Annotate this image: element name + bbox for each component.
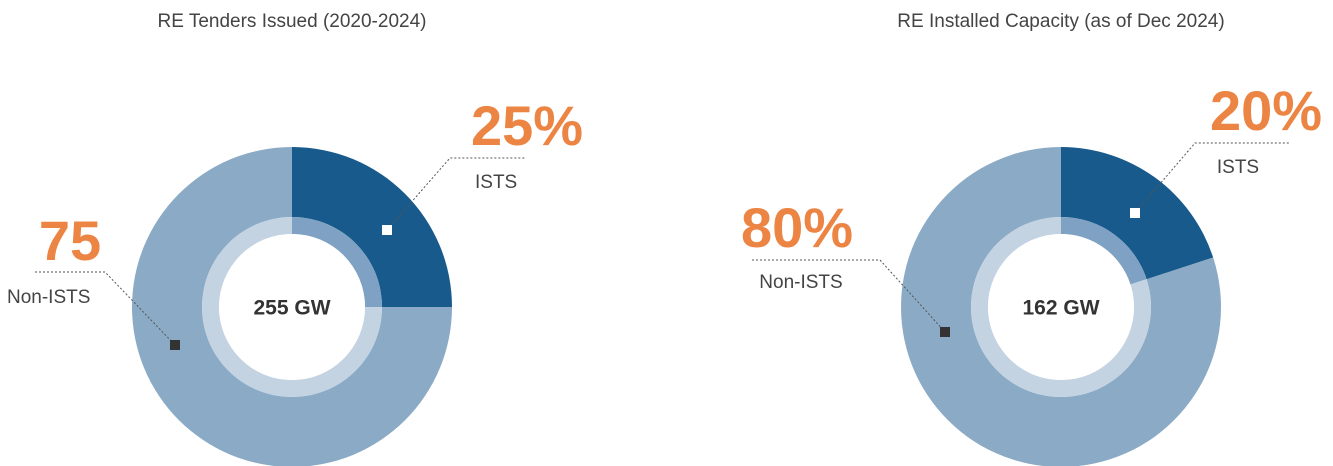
pie-slice bbox=[292, 147, 452, 307]
value-label: 75 bbox=[39, 209, 101, 272]
leader-line bbox=[35, 271, 176, 346]
category-label: ISTS bbox=[475, 172, 517, 193]
chart-title: RE Installed Capacity (as of Dec 2024) bbox=[897, 11, 1224, 32]
category-label: ISTS bbox=[1217, 157, 1259, 178]
value-label: 20% bbox=[1210, 79, 1322, 142]
pie-slice bbox=[132, 147, 452, 466]
inner-ring-slice bbox=[292, 217, 382, 307]
chart-title: RE Tenders Issued (2020-2024) bbox=[158, 11, 427, 32]
center-label: 162 GW bbox=[1022, 297, 1099, 320]
category-label: Non-ISTS bbox=[759, 272, 842, 293]
leader-marker bbox=[1130, 208, 1140, 218]
category-label: Non-ISTS bbox=[7, 287, 90, 308]
value-label: 25% bbox=[471, 94, 583, 157]
center-hole bbox=[219, 234, 365, 380]
leader-line bbox=[1134, 142, 1290, 214]
inner-ring-slice bbox=[1061, 217, 1147, 285]
value-label: 80% bbox=[741, 196, 853, 259]
leader-marker bbox=[940, 327, 950, 337]
leader-marker bbox=[170, 340, 180, 350]
leader-line bbox=[752, 259, 946, 333]
leader-marker bbox=[382, 225, 392, 235]
center-label: 255 GW bbox=[253, 297, 330, 320]
leader-line bbox=[386, 157, 525, 231]
center-hole bbox=[988, 234, 1134, 380]
pie-slice bbox=[901, 147, 1221, 466]
